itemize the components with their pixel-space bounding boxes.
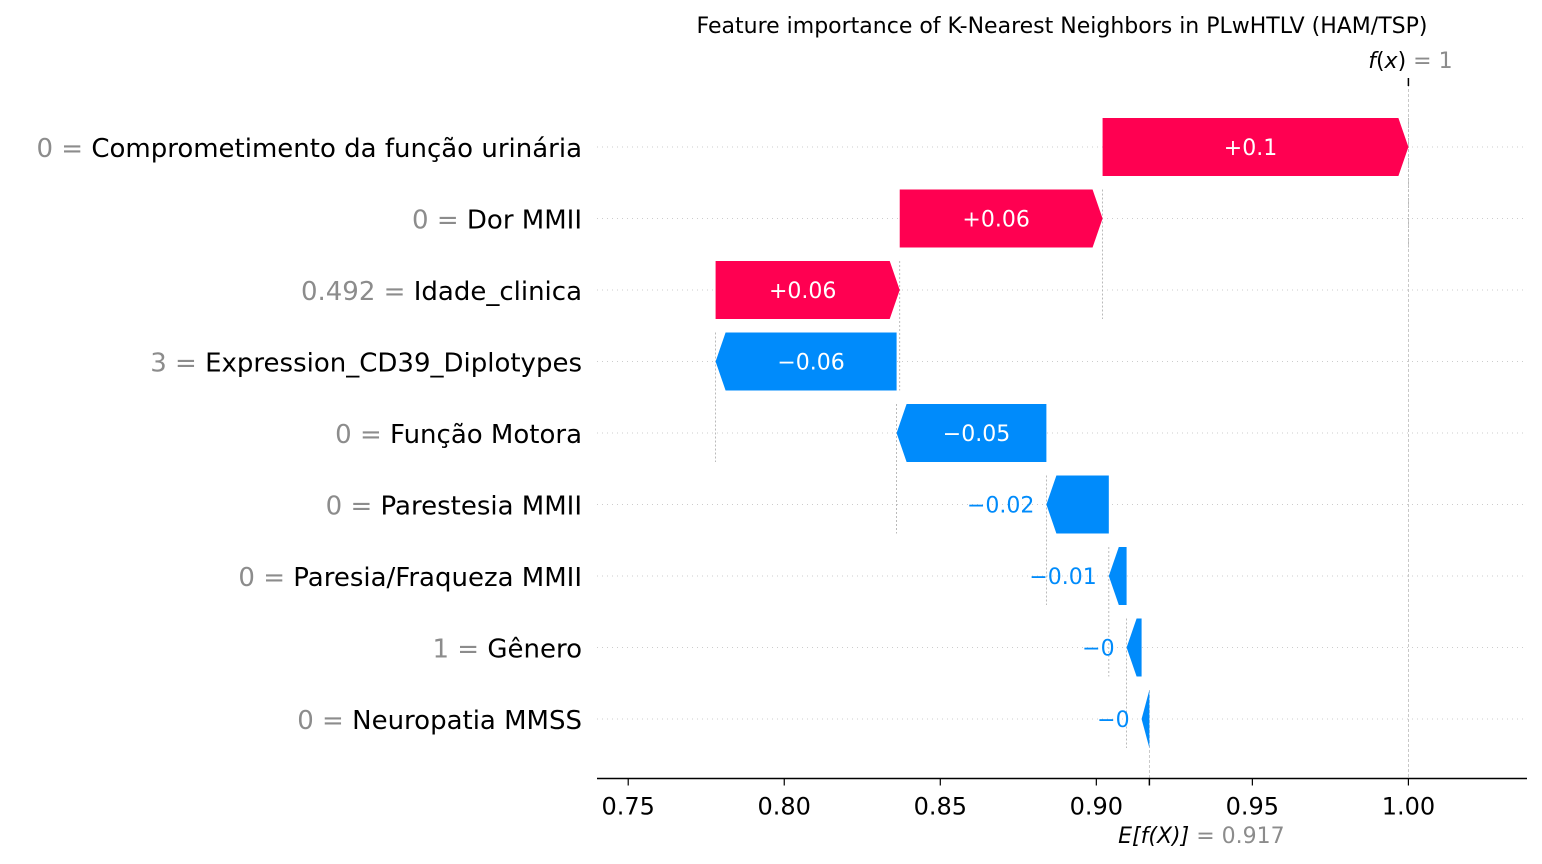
feature-label-4: 3 = Expression_CD39_Diplotypes (150, 349, 582, 379)
connector-lines (715, 84, 1409, 779)
bar-6 (1046, 475, 1109, 534)
feature-name: Dor MMII (467, 206, 582, 236)
feature-value: 0 (36, 134, 53, 164)
feature-value: 3 (150, 349, 167, 379)
feature-name: Parestesia MMII (381, 492, 582, 522)
feature-value: 1 (432, 635, 449, 665)
feature-value: 0 (238, 563, 255, 593)
chart-title: Feature importance of K-Nearest Neighbor… (697, 14, 1428, 39)
feature-eq: = (375, 277, 413, 307)
feature-eq: = (53, 134, 91, 164)
x-tick-label: 0.90 (1070, 793, 1123, 821)
x-tick-label: 1.00 (1382, 793, 1435, 821)
x-tick-label: 0.80 (758, 793, 811, 821)
base-label-text: E[f(X)] (1118, 824, 1189, 849)
feature-eq: = (429, 206, 467, 236)
bars (715, 118, 1409, 748)
bar-9 (1141, 690, 1150, 748)
bar-label-9: −0 (1097, 708, 1129, 733)
bar-label-3: +0.06 (769, 279, 836, 304)
bar-7 (1108, 547, 1127, 605)
feature-name: Idade_clinica (414, 277, 582, 307)
feature-label-8: 1 = Gênero (432, 635, 582, 665)
feature-eq: = (167, 349, 205, 379)
fx-value: 1 (1439, 49, 1453, 74)
bar-label-1: +0.1 (1224, 136, 1277, 161)
feature-label-3: 0.492 = Idade_clinica (301, 277, 582, 307)
bar-label-4: −0.06 (777, 351, 844, 376)
feature-name: Função Motora (390, 420, 582, 450)
base-label-eq: = (1189, 824, 1221, 849)
bar-label-6: −0.02 (967, 494, 1034, 519)
base-label: E[f(X)] = 0.917 (1118, 824, 1284, 849)
bar-labels: +0.1 +0.06 +0.06 −0.06 −0.05 −0.02 −0.01 −0 −0 (769, 136, 1277, 733)
bar-label-2: +0.06 (962, 208, 1029, 233)
bar-4 (715, 332, 897, 391)
x-tick-label: 0.95 (1226, 793, 1279, 821)
feature-eq: = (449, 635, 487, 665)
fx-label-eq: = (1406, 49, 1438, 74)
x-tick-label: 0.75 (601, 793, 654, 821)
bar-label-5: −0.05 (943, 422, 1010, 447)
feature-name: Gênero (487, 635, 582, 665)
feature-eq: = (314, 706, 352, 736)
feature-name: Neuropatia MMSS (352, 706, 582, 736)
bar-8 (1126, 618, 1142, 677)
x-tick-label: 0.85 (914, 793, 967, 821)
fx-label-close: ) (1398, 49, 1407, 74)
bar-5 (896, 404, 1047, 462)
feature-value: 0 (412, 206, 429, 236)
bar-1 (1102, 118, 1409, 176)
feature-value: 0 (326, 492, 343, 522)
feature-label-7: 0 = Paresia/Fraqueza MMII (238, 563, 582, 593)
feature-value: 0 (297, 706, 314, 736)
feature-value: 0.492 (301, 277, 375, 307)
fx-label-func: f (1368, 49, 1379, 74)
feature-value: 0 (335, 420, 352, 450)
fx-label: f(x) = 1 (1368, 49, 1452, 74)
bar-2 (899, 189, 1103, 248)
feature-label-5: 0 = Função Motora (335, 420, 582, 450)
base-value: 0.917 (1222, 824, 1285, 849)
feature-eq: = (352, 420, 390, 450)
bar-label-7: −0.01 (1029, 565, 1096, 590)
feature-name: Paresia/Fraqueza MMII (293, 563, 582, 593)
feature-label-9: 0 = Neuropatia MMSS (297, 706, 582, 736)
feature-label-6: 0 = Parestesia MMII (326, 492, 582, 522)
x-axis-ticks: 0.75 0.80 0.85 0.90 0.95 1.00 (601, 778, 1435, 821)
fx-label-var: x (1384, 49, 1399, 74)
feature-name: Comprometimento da função urinária (91, 134, 582, 164)
feature-label-2: 0 = Dor MMII (412, 206, 582, 236)
feature-eq: = (342, 492, 380, 522)
feature-name: Expression_CD39_Diplotypes (205, 349, 582, 379)
feature-label-1: 0 = Comprometimento da função urinária (36, 134, 582, 164)
fx-label-open: ( (1376, 49, 1385, 74)
feature-labels: 0 = Comprometimento da função urinária0 … (36, 134, 582, 736)
bar-label-8: −0 (1082, 637, 1114, 662)
bar-3 (715, 261, 900, 319)
feature-eq: = (255, 563, 293, 593)
